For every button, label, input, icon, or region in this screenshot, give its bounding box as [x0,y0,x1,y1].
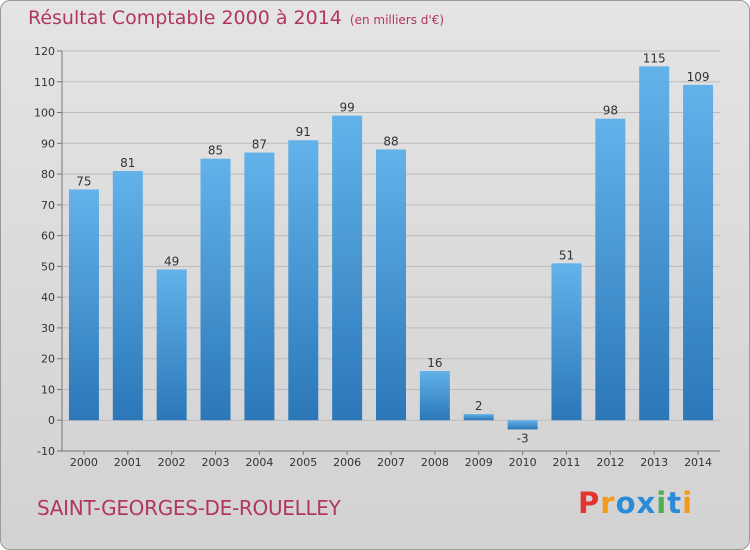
bar [595,118,626,421]
logo-letter: i [656,486,668,520]
bar [244,152,275,421]
data-label: 49 [164,254,179,268]
logo-letter: o [615,486,637,520]
data-label: 16 [427,356,442,370]
proxiti-logo: Proxiti [578,486,693,520]
x-tick-label: 2009 [465,456,493,469]
y-tick-label: 60 [41,230,55,243]
data-label: 98 [603,104,618,118]
bar [332,115,363,421]
data-label: 99 [339,101,354,115]
y-tick-label: 80 [41,168,55,181]
y-tick-label: 10 [41,383,55,396]
data-label: 87 [252,138,267,152]
y-tick-label: 90 [41,137,55,150]
chart-subtitle: (en milliers d'€) [349,13,445,27]
bar [507,420,538,430]
x-tick-label: 2007 [377,456,405,469]
logo-letter: t [667,486,683,520]
x-tick-label: 2003 [202,456,230,469]
bar [68,189,99,421]
logo-letter: i [682,486,694,520]
y-tick-label: 110 [34,76,55,89]
bar [156,269,187,421]
bar [200,158,231,421]
x-tick-label: 2002 [158,456,186,469]
data-label: 91 [296,125,311,139]
x-tick-label: 2012 [596,456,624,469]
y-tick-label: 40 [41,291,55,304]
y-tick-label: 70 [41,199,55,212]
y-tick-label: 0 [48,414,55,427]
data-label: 81 [120,156,135,170]
data-label: 2 [475,399,483,413]
data-label: 115 [643,51,666,65]
bar [551,263,582,421]
y-tick-label: 50 [41,260,55,273]
data-label: 85 [208,144,223,158]
x-tick-label: 2001 [114,456,142,469]
x-tick-label: 2008 [421,456,449,469]
bar [639,66,670,421]
y-tick-label: 120 [34,45,55,58]
commune-name: SAINT-GEORGES-DE-ROUELLEY [37,496,341,520]
x-tick-label: 2014 [684,456,712,469]
x-tick-label: 2006 [333,456,361,469]
y-tick-label: 20 [41,353,55,366]
logo-letter: x [636,486,657,520]
data-label: 51 [559,248,574,262]
chart-title: Résultat Comptable 2000 à 2014 (en millie… [28,7,444,29]
x-tick-label: 2005 [289,456,317,469]
data-label: -3 [517,431,529,445]
bar [288,140,319,421]
y-tick-label: 30 [41,322,55,335]
data-label: 109 [687,70,710,84]
bar [683,84,714,421]
x-tick-label: 2011 [552,456,580,469]
x-tick-label: 2010 [509,456,537,469]
y-tick-label: -10 [37,445,55,458]
x-tick-label: 2013 [640,456,668,469]
x-tick-label: 2004 [245,456,273,469]
logo-letter: r [600,486,616,520]
bar [463,414,494,421]
bar [419,371,450,421]
bar [112,171,143,421]
bar [376,149,406,421]
x-tick-label: 2000 [70,456,98,469]
logo-letter: P [578,486,601,520]
data-label: 75 [76,174,91,188]
data-label: 88 [383,134,398,148]
y-tick-label: 100 [34,107,55,120]
title-text: Résultat Comptable 2000 à 2014 [28,7,342,29]
